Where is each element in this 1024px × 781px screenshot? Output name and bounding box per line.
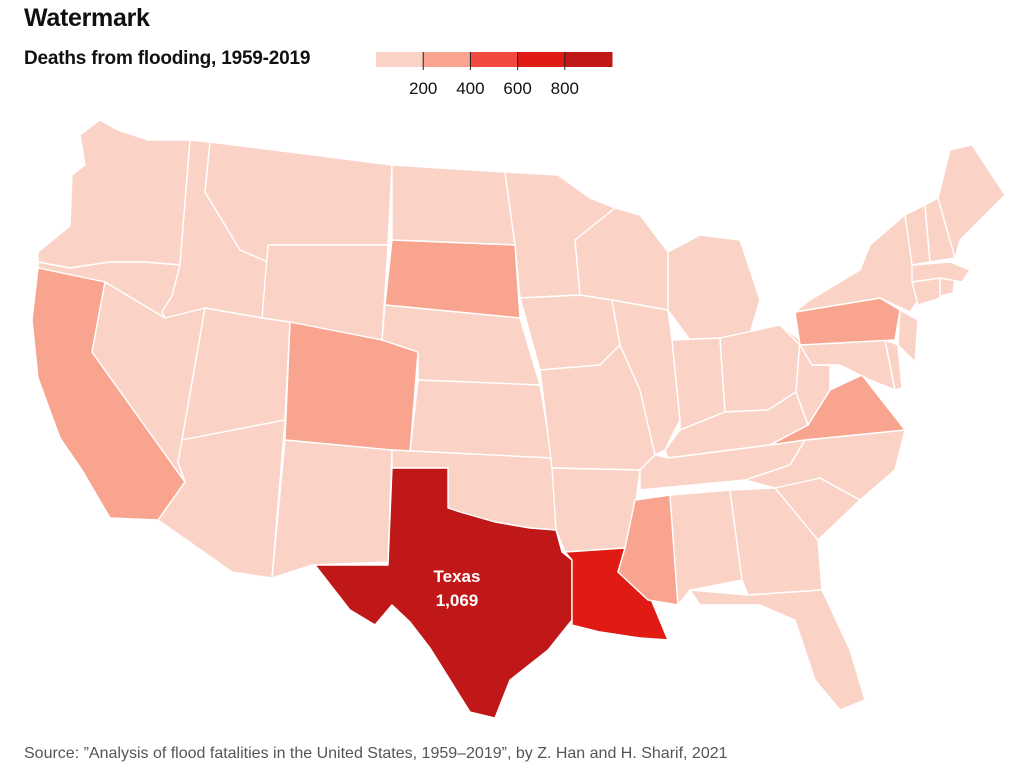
state-michigan [667,234,761,341]
state-alabama [669,489,743,606]
watermark-title: Watermark [24,4,150,32]
legend-swatch-4 [564,52,613,67]
state-new-jersey [897,309,919,363]
chart-subtitle: Deaths from flooding, 1959-2019 [24,48,311,69]
state-kansas [409,379,553,459]
state-new-mexico [271,439,393,579]
state-maine [937,144,1006,259]
state-washington [37,119,191,269]
legend-tick-label: 600 [503,79,531,98]
legend-swatch-2 [470,52,519,67]
state-north-dakota [391,164,516,246]
state-colorado [284,321,419,453]
state-iowa [519,294,621,371]
state-delaware [884,339,903,391]
color-legend: 200 400 600 800 [376,52,613,98]
legend-tick-label: 800 [551,79,579,98]
state-arizona [157,419,286,579]
source-note: Source: ”Analysis of flood fatalities in… [24,745,728,762]
legend-swatch-1 [423,52,471,67]
legend-tick-label: 200 [409,79,437,98]
callout-state-name: Texas [434,567,481,586]
legend-tick-label: 400 [456,79,484,98]
legend-swatch-3 [517,52,566,67]
state-texas [314,467,573,719]
state-new-york [794,214,926,313]
callout-value: 1,069 [436,591,479,610]
state-massachusetts [911,261,971,283]
legend-swatch-0 [376,52,424,67]
state-florida [689,589,866,711]
